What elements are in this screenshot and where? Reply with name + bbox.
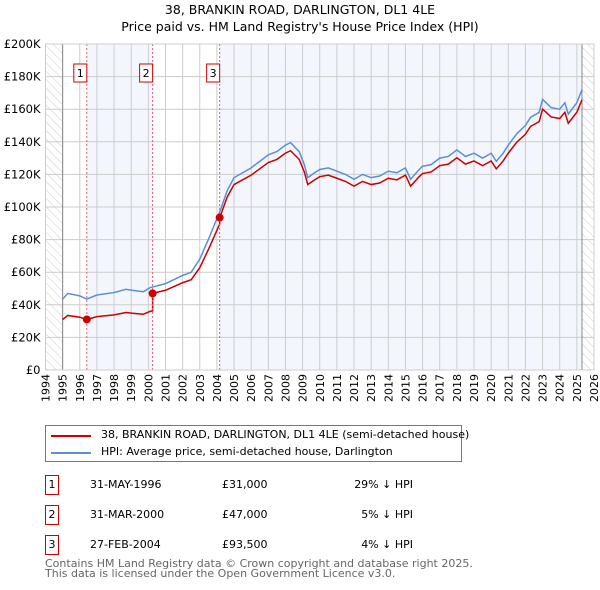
x-tick-label: 2023: [537, 374, 550, 402]
x-tick-label: 2006: [245, 374, 258, 402]
x-tick-label: 2021: [502, 374, 515, 402]
sale-row: 2 31-MAR-2000 £47,000 5% ↓ HPI: [45, 505, 445, 525]
y-tick-label: £40K: [11, 298, 41, 312]
y-tick-label: £140K: [4, 135, 41, 149]
legend: 38, BRANKIN ROAD, DARLINGTON, DL1 4LE (s…: [45, 425, 469, 462]
chart-title: 38, BRANKIN ROAD, DARLINGTON, DL1 4LE: [164, 2, 436, 17]
y-tick-label: £20K: [11, 330, 41, 344]
sale-number-badge: 1: [45, 475, 59, 495]
property-price-line: [62, 99, 583, 321]
x-tick-label: 2012: [348, 374, 361, 402]
x-tick-label: 2011: [331, 374, 344, 402]
x-tick-label: 2004: [211, 374, 224, 402]
x-tick-label: 1999: [125, 374, 138, 402]
x-tick-label: 2001: [159, 374, 172, 402]
x-tick-label: 1994: [40, 374, 53, 402]
sale-point: [215, 213, 224, 222]
x-tick-label: 2015: [399, 374, 412, 402]
x-tick-label: 1996: [74, 374, 87, 402]
x-tick-label: 2016: [417, 374, 430, 402]
sale-hpi-diff: 5% ↓ HPI: [361, 508, 413, 521]
x-tick-label: 2026: [588, 374, 600, 402]
x-tick-label: 2000: [142, 374, 155, 402]
y-tick-label: £0: [26, 363, 41, 377]
footer-line: Contains HM Land Registry data © Crown c…: [45, 557, 473, 570]
sale-row: 1 31-MAY-1996 £31,000 29% ↓ HPI: [45, 475, 445, 495]
x-tick-label: 2025: [571, 374, 584, 402]
sale-label-box: [139, 63, 154, 83]
sale-date: 31-MAY-1996: [90, 478, 162, 491]
legend-label-property: 38, BRANKIN ROAD, DARLINGTON, DL1 4LE (s…: [101, 428, 470, 441]
sale-price: £93,500: [222, 538, 268, 551]
x-tick-label: 1998: [108, 374, 121, 402]
sale-label: 1: [77, 67, 84, 80]
sale-hpi-diff: 29% ↓ HPI: [354, 478, 413, 491]
sale-date: 27-FEB-2004: [90, 538, 161, 551]
x-tick-label: 2003: [194, 374, 207, 402]
plot-border: [45, 43, 595, 371]
chart-subtitle: Price paid vs. HM Land Registry's House …: [121, 19, 479, 34]
sale-point: [82, 315, 91, 324]
x-tick-label: 2017: [434, 374, 447, 402]
legend-label-hpi: HPI: Average price, semi-detached house,…: [101, 445, 393, 458]
sale-hpi-diff: 4% ↓ HPI: [361, 538, 413, 551]
y-tick-label: £80K: [11, 233, 41, 247]
sale-label: 2: [143, 67, 150, 80]
x-tick-label: 2024: [554, 374, 567, 402]
sale-date: 31-MAR-2000: [90, 508, 165, 521]
y-tick-label: £160K: [4, 102, 41, 116]
x-tick-label: 2018: [451, 374, 464, 402]
y-tick-label: £180K: [4, 70, 41, 84]
x-tick-label: 2005: [228, 374, 241, 402]
x-tick-label: 1995: [57, 374, 70, 402]
sale-point: [148, 289, 157, 298]
sale-label-box: [206, 63, 221, 83]
x-tick-label: 2022: [519, 374, 532, 402]
sale-label: 3: [210, 67, 217, 80]
x-tick-label: 2007: [262, 374, 275, 402]
x-tick-label: 2019: [468, 374, 481, 402]
sale-price: £31,000: [222, 478, 268, 491]
x-tick-label: 2010: [314, 374, 327, 402]
x-tick-label: 1997: [91, 374, 104, 402]
sale-row: 3 27-FEB-2004 £93,500 4% ↓ HPI: [45, 535, 445, 555]
hpi-line: [62, 89, 583, 300]
legend-swatch-hpi: [51, 452, 91, 454]
x-tick-label: 2009: [297, 374, 310, 402]
x-tick-label: 2008: [279, 374, 292, 402]
x-tick-label: 2014: [382, 374, 395, 402]
y-tick-label: £100K: [4, 200, 41, 214]
x-tick-label: 2020: [485, 374, 498, 402]
footer: Contains HM Land Registry data © Crown c…: [45, 557, 473, 580]
sale-number-badge: 3: [45, 535, 59, 555]
sale-number-badge: 2: [45, 505, 59, 525]
y-tick-label: £120K: [4, 167, 41, 181]
sale-label-box: [73, 63, 88, 83]
price-chart: 1994 1995 1996 1997 1998 1999 2000 2001 2002 2003…: [4, 37, 600, 402]
y-tick-label: £60K: [11, 265, 41, 279]
x-tick-label: 2013: [365, 374, 378, 402]
footer-line: This data is licensed under the Open Gov…: [45, 567, 396, 580]
sale-price: £47,000: [222, 508, 268, 521]
x-tick-label: 2002: [177, 374, 190, 402]
y-tick-label: £200K: [4, 37, 41, 51]
legend-swatch-property: [51, 435, 91, 437]
